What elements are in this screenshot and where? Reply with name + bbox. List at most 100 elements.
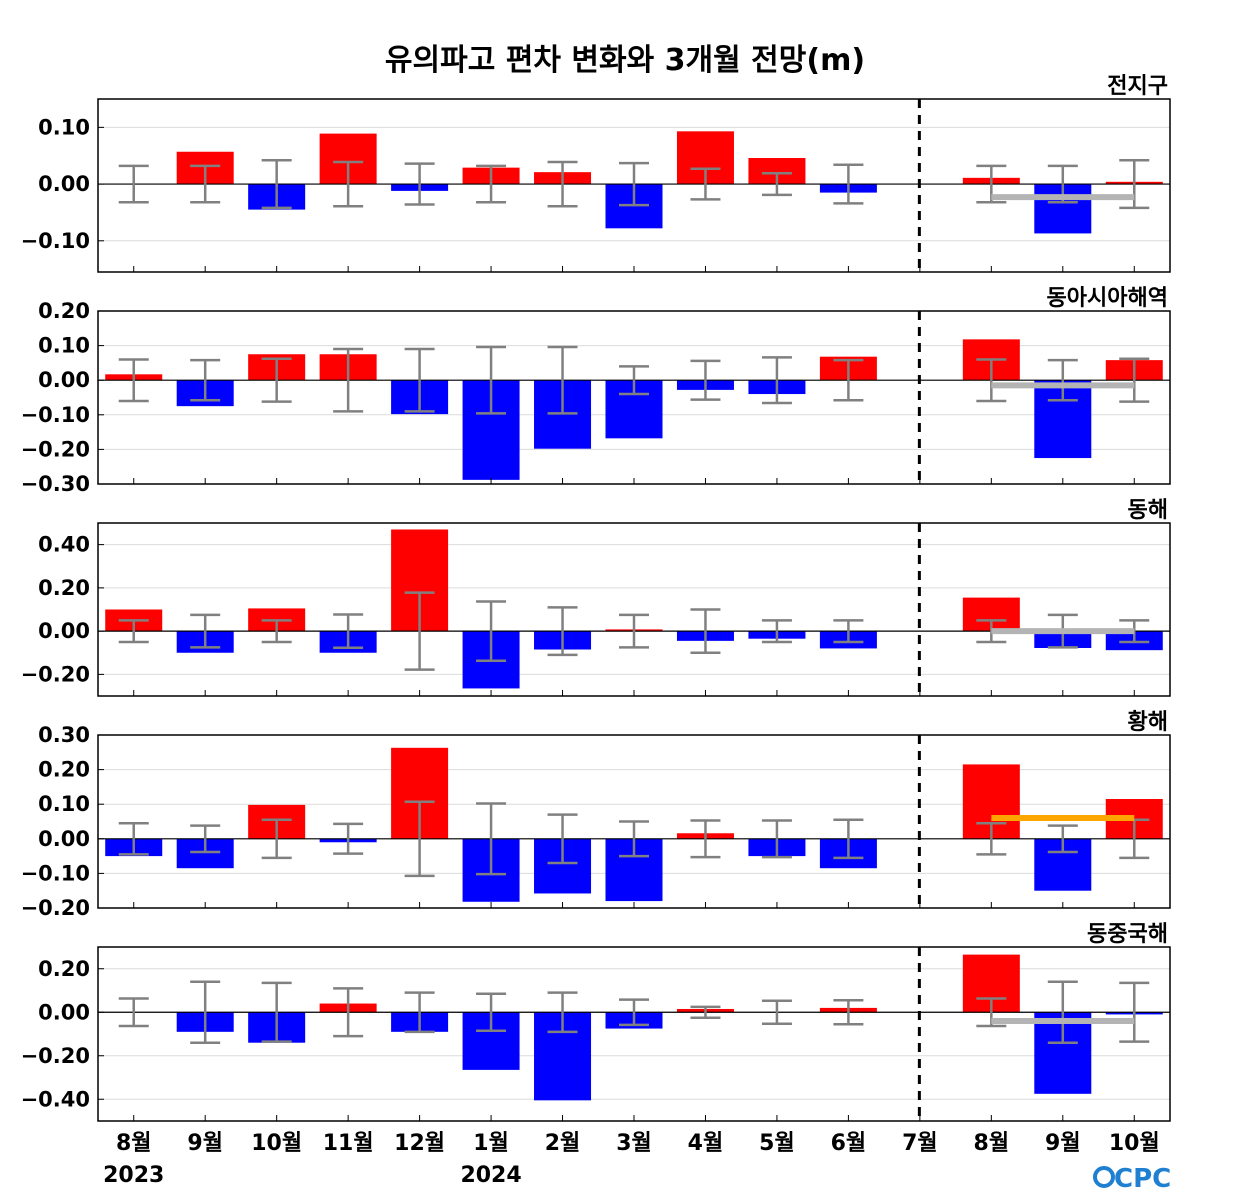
- y-tick-label: 0.10: [38, 334, 90, 358]
- error-bar-6: [476, 345, 507, 415]
- error-bar-3: [261, 818, 292, 860]
- error-bar-4: [333, 347, 364, 413]
- x-tick-label: 4월: [688, 1131, 724, 1156]
- error-bar-5: [404, 162, 435, 206]
- error-bar-11: [833, 358, 864, 402]
- error-bar-2: [190, 824, 221, 854]
- error-bar-10: [761, 819, 792, 859]
- error-bar-7: [547, 345, 578, 415]
- error-bar-1: [118, 997, 149, 1028]
- x-tick-label: 5월: [759, 1131, 795, 1156]
- error-bar-8: [619, 998, 649, 1027]
- error-bar-9: [690, 608, 721, 654]
- panel-1: 0.10 0.00 −0.10 전지구: [21, 74, 1171, 273]
- error-bar-10: [761, 619, 792, 644]
- error-bar-8: [619, 820, 649, 858]
- error-bar-4: [333, 987, 364, 1038]
- error-bar-7: [547, 813, 578, 865]
- x-tick-label: 7월: [902, 1131, 938, 1156]
- error-bar-10: [761, 356, 792, 405]
- y-tick-label: −0.10: [21, 229, 90, 253]
- error-bar-10: [761, 172, 792, 197]
- error-bar-13: [976, 358, 1007, 403]
- panel-5: 0.20 0.00 −0.20 −0.40 동중국해: [21, 922, 1171, 1122]
- error-bar-4: [333, 822, 364, 855]
- y-tick-label: 0.30: [38, 723, 90, 747]
- error-bar-3: [261, 357, 292, 403]
- error-bar-1: [118, 619, 149, 644]
- x-tick-label: 9월: [187, 1131, 223, 1156]
- y-tick-label: −0.20: [21, 662, 90, 686]
- error-bar-2: [190, 613, 221, 649]
- x-axis-labels: 8월 9월 10월 11월 12월 1월 2월 3월 4월 5월 6월 7월 8월 9월 10월 2023 20…: [103, 1131, 1160, 1188]
- error-bar-2: [190, 358, 221, 402]
- error-bar-15: [1119, 981, 1150, 1043]
- error-bar-7: [547, 991, 578, 1034]
- panel-2: 0.20 0.10 0.00 −0.10 −0.20 −0.30 동아시아해역: [21, 286, 1171, 496]
- error-bar-13: [976, 821, 1007, 856]
- y-tick-label: 0.00: [38, 368, 90, 392]
- error-bar-5: [404, 800, 435, 878]
- x-tick-label: 6월: [831, 1131, 867, 1156]
- cpc-logo: CPC: [1093, 1164, 1171, 1194]
- logo-text: CPC: [1114, 1164, 1171, 1194]
- error-bar-8: [619, 161, 649, 207]
- error-bar-5: [404, 347, 435, 413]
- region-title: 동해: [1128, 498, 1168, 523]
- error-bar-4: [333, 160, 364, 208]
- error-bar-9: [690, 359, 721, 401]
- y-tick-label: −0.30: [21, 472, 90, 496]
- error-bar-11: [833, 818, 864, 860]
- error-bar-2: [190, 164, 221, 204]
- y-tick-label: −0.40: [21, 1087, 90, 1111]
- error-bar-8: [619, 613, 649, 649]
- panel-4: 0.30 0.20 0.10 0.00 −0.10 −0.20 황해: [21, 710, 1171, 920]
- error-bar-5: [404, 591, 435, 671]
- y-tick-label: 0.10: [38, 792, 90, 816]
- error-bar-6: [476, 600, 507, 663]
- y-tick-label: 0.10: [38, 115, 90, 139]
- y-tick-label: −0.20: [21, 437, 90, 461]
- error-bar-9: [690, 167, 721, 201]
- error-bar-3: [261, 981, 292, 1043]
- y-tick-label: −0.20: [21, 1044, 90, 1068]
- error-bar-7: [547, 160, 578, 208]
- x-tick-label: 8월: [974, 1131, 1010, 1156]
- error-bar-3: [261, 619, 292, 644]
- error-bar-14: [1047, 824, 1078, 854]
- y-tick-label: −0.10: [21, 861, 90, 885]
- error-bar-15: [1119, 357, 1150, 403]
- y-tick-label: 0.00: [38, 172, 90, 196]
- y-tick-label: 0.40: [38, 533, 90, 557]
- region-title: 전지구: [1107, 74, 1168, 99]
- error-bar-3: [261, 159, 292, 210]
- x-tick-label: 9월: [1045, 1131, 1081, 1156]
- x-tick-label: 10월: [251, 1131, 302, 1156]
- y-tick-label: 0.00: [38, 1000, 90, 1024]
- y-tick-label: 0.20: [38, 299, 90, 323]
- error-bar-1: [118, 164, 149, 204]
- y-tick-label: 0.20: [38, 758, 90, 782]
- y-tick-label: 0.20: [38, 957, 90, 981]
- x-tick-label: 11월: [323, 1131, 374, 1156]
- error-bar-4: [333, 613, 364, 650]
- y-tick-label: 0.00: [38, 619, 90, 643]
- error-bar-14: [1047, 358, 1078, 402]
- region-title: 황해: [1128, 710, 1168, 735]
- x-tick-label: 8월: [116, 1131, 152, 1156]
- x-tick-label: 12월: [394, 1131, 445, 1156]
- y-tick-label: −0.10: [21, 403, 90, 427]
- error-bar-10: [761, 999, 792, 1026]
- error-bar-2: [190, 980, 221, 1044]
- x-tick-label: 10월: [1109, 1131, 1160, 1156]
- y-tick-label: 0.20: [38, 576, 90, 600]
- error-bar-1: [118, 821, 149, 856]
- x-tick-label: 1월: [473, 1131, 509, 1156]
- chart-title: 유의파고 편차 변화와 3개월 전망(m): [385, 43, 865, 78]
- x-tick-label: 2월: [545, 1131, 581, 1156]
- error-bar-6: [476, 992, 507, 1032]
- error-bar-11: [833, 163, 864, 205]
- panels-group: 0.10 0.00 −0.10 전지구 0.20 0.10 0.00 −0.10 −0.20 −0…: [21, 74, 1171, 1122]
- error-bar-9: [690, 819, 721, 859]
- y-tick-label: 0.00: [38, 827, 90, 851]
